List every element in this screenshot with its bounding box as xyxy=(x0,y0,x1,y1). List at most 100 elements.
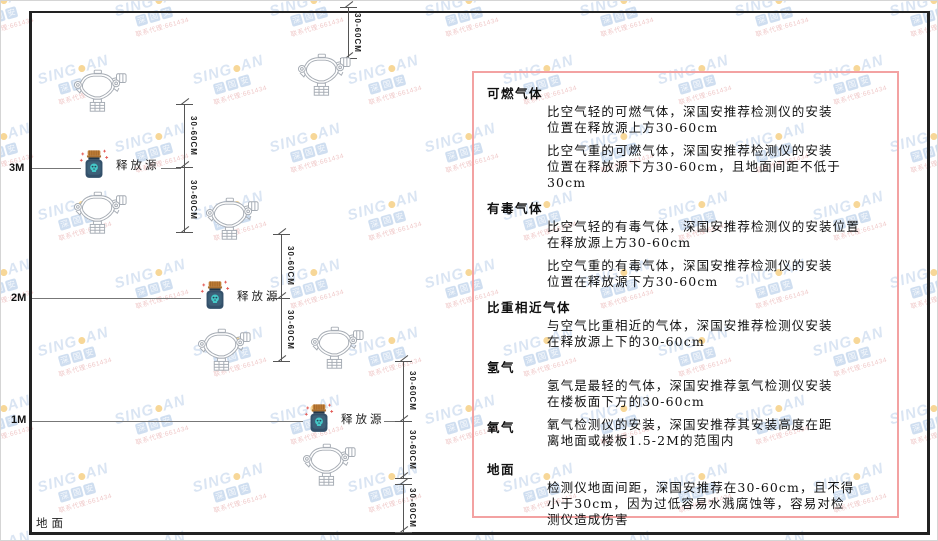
guide-line-3m xyxy=(32,168,81,169)
left-wall-line xyxy=(29,11,32,535)
dimension-line xyxy=(403,361,404,421)
watermark-cn: 深国安 xyxy=(445,535,536,540)
watermark-dot-icon xyxy=(929,268,937,277)
dimension-line xyxy=(281,234,282,298)
watermark-subtext: 联系代理:661434 xyxy=(290,152,345,175)
dimension-label: 30-60CM xyxy=(189,115,198,156)
watermark-dot-icon xyxy=(1,404,8,413)
watermark-dot-icon xyxy=(77,336,86,345)
watermark-dot-icon xyxy=(1,1,8,5)
dimension-tick xyxy=(395,483,412,485)
release-source-label: 释放源 xyxy=(237,288,281,303)
watermark-cn: 深国安 xyxy=(910,535,937,540)
watermark-subtext: 联系代理:661434 xyxy=(58,356,113,379)
watermark-dot-icon xyxy=(309,132,318,141)
watermark-dot-icon xyxy=(387,200,396,209)
watermark-cn: 深国安 xyxy=(754,1,846,27)
watermark-cn: 深国安 xyxy=(909,263,937,299)
dimension-line xyxy=(348,7,349,58)
watermark-dot-icon xyxy=(1,268,8,277)
watermark-cn: 深国安 xyxy=(1,535,71,540)
watermark-cn: 深国安 xyxy=(290,535,381,540)
dimension-tick xyxy=(395,477,412,479)
dimension-tick xyxy=(176,103,193,105)
section-paragraph: 氧气检测仪的安装，深国安推荐其安装高度在距 离地面或楼板1.5-2M的范围内 xyxy=(547,417,833,448)
section-paragraph: 与空气比重相近的气体，深国安推荐检测仪安装 在释放源上下的30-60cm xyxy=(547,318,833,349)
watermark-dot-icon xyxy=(232,64,241,73)
watermark-dot-icon xyxy=(309,268,318,277)
section-paragraph: 比空气轻的有毒气体，深国安推荐检测仪的安装位置 在释放源上方30-60cm xyxy=(547,219,860,250)
watermark-dot-icon xyxy=(464,1,473,5)
dimension-label: 30-60CM xyxy=(189,179,198,220)
watermark-cn: 深国安 xyxy=(909,127,937,163)
section-similar-density-gas: 比重相近气体 与空气比重相近的气体，深国安推荐检测仪安装 在释放源上下的30-6… xyxy=(487,297,883,350)
watermark-cn: 深国安 xyxy=(57,346,97,367)
watermark-dot-icon xyxy=(154,132,163,141)
watermark-subtext: 联系代理:661434 xyxy=(910,424,938,447)
section-paragraph: 比空气重的有毒气体，深国安推荐检测仪的安装 位置在释放源下方30-60cm xyxy=(547,258,833,289)
watermark-subtext: 联系代理:661434 xyxy=(910,152,938,175)
section-toxic-gas: 有毒气体 比空气轻的有毒气体，深国安推荐检测仪的安装位置 在释放源上方30-60… xyxy=(487,198,883,290)
watermark-cn: 深国安 xyxy=(289,1,381,27)
watermark-dot-icon xyxy=(929,1,937,5)
watermark-cn: 深国安 xyxy=(599,1,691,27)
gas-detector-icon xyxy=(308,326,364,369)
watermark-cn: 深国安 xyxy=(367,210,407,231)
section-heading: 地面 xyxy=(487,462,516,477)
watermark-dot-icon xyxy=(309,1,318,5)
watermark-dot-icon xyxy=(774,1,783,5)
watermark-dot-icon xyxy=(1,132,8,141)
gas-detector-icon xyxy=(71,69,127,112)
watermark-subtext: 联系代理:661434 xyxy=(910,288,938,311)
watermark-dot-icon xyxy=(387,336,396,345)
watermark-subtext: 联系代理:661434 xyxy=(368,84,423,107)
watermark-subtext: 联系代理:661434 xyxy=(290,288,345,311)
section-ground: 地面 检测仪地面间距，深国安推荐在30-60cm，且不得 小于30cm，因为过低… xyxy=(487,459,883,528)
guide-connector-1m xyxy=(384,421,401,422)
guide-line-1m xyxy=(32,421,303,422)
watermark-subtext: 联系代理:661434 xyxy=(58,492,113,515)
release-source-label: 释放源 xyxy=(341,411,385,426)
release-source-icon xyxy=(304,403,334,434)
watermark-subtext: 联系代理:661434 xyxy=(600,16,655,39)
release-source-2m: 释放源 xyxy=(200,280,281,311)
section-heading: 可燃气体 xyxy=(487,86,544,101)
release-source-label: 释放源 xyxy=(116,157,160,172)
dimension-line xyxy=(184,167,185,232)
release-source-3m: 释放源 xyxy=(79,149,160,180)
ceiling-line xyxy=(29,11,930,13)
dimension-tick xyxy=(395,360,412,362)
section-hydrogen: 氢气 氢气是最轻的气体，深国安推荐氢气检测仪安装 在楼板面下方的30-60cm xyxy=(487,357,883,410)
watermark-cn: 深国安 xyxy=(909,399,937,435)
guide-connector-3m xyxy=(161,168,181,169)
watermark-cn: 深国安 xyxy=(134,1,226,27)
watermark-cn: 深国安 xyxy=(289,142,329,163)
dimension-label: 30-60CM xyxy=(353,12,362,53)
watermark-subtext: 联系代理:661434 xyxy=(910,16,938,39)
watermark-subtext: 联系代理:661434 xyxy=(368,220,423,243)
dimension-label: 30-60CM xyxy=(408,371,417,411)
watermark-subtext: 联系代理:661434 xyxy=(213,492,268,515)
watermark-cn: 深国安 xyxy=(289,278,329,299)
